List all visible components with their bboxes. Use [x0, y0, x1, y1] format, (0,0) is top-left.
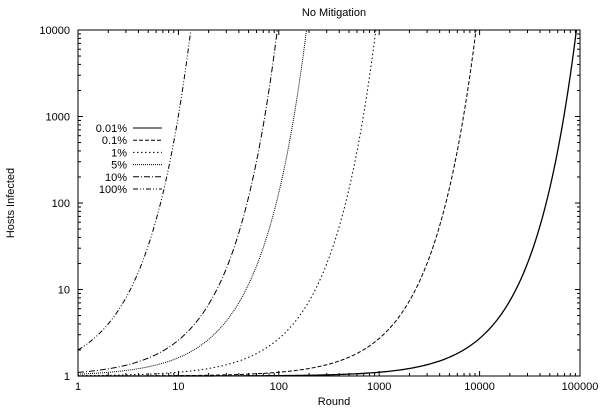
- plot-frame: [77, 29, 581, 377]
- series-line-100%: [77, 29, 192, 351]
- x-tick-label: 100000: [562, 381, 599, 393]
- legend-label: 5%: [111, 160, 127, 172]
- series-line-5%: [77, 29, 307, 375]
- y-tick-label: 10000: [39, 25, 70, 37]
- x-tick-label: 1000: [367, 381, 391, 393]
- series-lines: [77, 29, 578, 377]
- x-tick-label: 10000: [464, 381, 495, 393]
- legend: 0.01%0.1%1%5%10%100%: [96, 123, 162, 196]
- series-line-10%: [77, 29, 278, 373]
- y-axis-ticks: 1 10 100 1000 10000: [39, 25, 580, 383]
- y-axis-label: Hosts Infected: [5, 168, 17, 238]
- x-tick-label: 100: [270, 381, 288, 393]
- y-tick-label: 1: [64, 371, 70, 383]
- y-tick-label: 1000: [46, 112, 70, 124]
- y-tick-label: 100: [52, 198, 70, 210]
- x-tick-label: 10: [172, 381, 184, 393]
- legend-label: 1%: [111, 147, 127, 159]
- legend-label: 0.1%: [102, 135, 127, 147]
- x-tick-label: 1: [75, 381, 81, 393]
- y-tick-label: 10: [58, 285, 70, 297]
- series-line-1%: [77, 29, 377, 377]
- series-line-0.01%: [78, 29, 578, 377]
- series-line-0.1%: [78, 29, 477, 377]
- legend-label: 10%: [105, 172, 127, 184]
- legend-label: 0.01%: [96, 123, 127, 135]
- legend-label: 100%: [99, 184, 127, 196]
- x-axis-ticks: 1 10 100 1000 10000 100000: [75, 30, 598, 393]
- chart-title: No Mitigation: [302, 7, 366, 19]
- x-axis-label: Round: [318, 396, 350, 408]
